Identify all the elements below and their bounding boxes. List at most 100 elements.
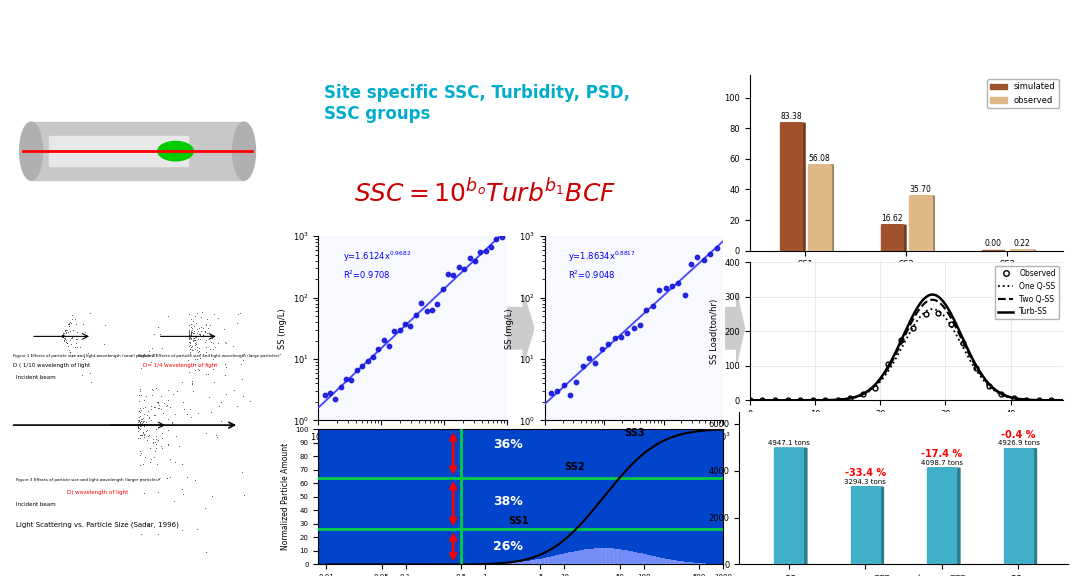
- Bar: [669, 559, 670, 564]
- Text: <LISST 측정 개념 및 현장 적용 예시>: <LISST 측정 개념 및 현장 적용 예시>: [92, 209, 183, 215]
- Turb-SS: [935, 297, 948, 304]
- Bar: [626, 550, 627, 564]
- Bar: [554, 556, 556, 564]
- Bar: [318, 529, 723, 564]
- Text: R$^2$=0.9048: R$^2$=0.9048: [568, 268, 616, 281]
- Point: [612, 333, 629, 342]
- Two Q-SS: [1028, 397, 1041, 404]
- Bar: [655, 556, 656, 564]
- Bar: [851, 487, 880, 564]
- Point: [327, 395, 344, 404]
- Polygon shape: [831, 165, 833, 251]
- Bar: [525, 561, 528, 564]
- Bar: [1003, 449, 1033, 564]
- Text: SS3: SS3: [624, 428, 644, 438]
- Observed: [1007, 395, 1020, 402]
- Bar: [647, 555, 650, 564]
- Bar: [689, 562, 691, 564]
- Two Q-SS: [743, 397, 756, 404]
- Observed: [919, 310, 932, 317]
- Point: [466, 256, 483, 266]
- Text: R$^2$=0.9708: R$^2$=0.9708: [343, 268, 391, 281]
- Point: [644, 301, 661, 310]
- Two Q-SS: [930, 297, 943, 304]
- Bar: [658, 557, 660, 564]
- Polygon shape: [1033, 449, 1037, 564]
- Point: [688, 252, 706, 262]
- Two Q-SS: [1008, 395, 1021, 402]
- Text: 16.62: 16.62: [882, 214, 903, 223]
- Bar: [618, 549, 620, 564]
- One Q-SS: [930, 306, 943, 313]
- Point: [370, 344, 387, 354]
- Text: $SSC = 10^{b_o}Turb^{b_1}BCF$: $SSC = 10^{b_o}Turb^{b_1}BCF$: [354, 179, 616, 207]
- Point: [657, 283, 674, 292]
- Bar: [651, 555, 652, 564]
- Bar: [533, 560, 534, 564]
- Bar: [523, 562, 524, 564]
- Observed: [932, 310, 945, 317]
- Bar: [632, 551, 633, 564]
- Point: [555, 380, 572, 389]
- Point: [423, 305, 440, 314]
- Bar: [589, 549, 591, 564]
- Bar: [687, 562, 689, 564]
- Bar: [910, 196, 931, 251]
- Two Q-SS: [926, 296, 939, 303]
- Bar: [522, 562, 523, 564]
- Bar: [563, 554, 564, 564]
- Text: D= 1/4 wavelength of light: D= 1/4 wavelength of light: [142, 363, 217, 368]
- One Q-SS: [745, 397, 757, 404]
- Bar: [664, 558, 666, 564]
- Bar: [547, 557, 548, 564]
- Point: [600, 339, 617, 348]
- Bar: [650, 555, 651, 564]
- Point: [542, 389, 559, 398]
- Text: SS1: SS1: [508, 516, 530, 526]
- Two Q-SS: [931, 298, 944, 305]
- Bar: [615, 549, 616, 564]
- Bar: [592, 548, 593, 564]
- Bar: [571, 552, 572, 564]
- Point: [386, 326, 404, 335]
- Bar: [31, 122, 244, 180]
- Bar: [667, 559, 668, 564]
- Bar: [672, 560, 673, 564]
- Bar: [531, 560, 533, 564]
- Bar: [598, 548, 599, 564]
- Bar: [540, 559, 541, 564]
- Polygon shape: [803, 123, 805, 251]
- Bar: [780, 123, 803, 251]
- Bar: [519, 562, 521, 564]
- Bar: [668, 559, 669, 564]
- Bar: [605, 548, 606, 564]
- Text: 3294.3 tons: 3294.3 tons: [845, 479, 886, 485]
- Bar: [569, 552, 570, 564]
- Observed: [957, 340, 970, 347]
- Polygon shape: [956, 468, 960, 564]
- Observed: [806, 397, 819, 404]
- Bar: [560, 554, 562, 564]
- Point: [461, 253, 478, 263]
- Bar: [575, 551, 576, 564]
- Text: 4947.1 tons: 4947.1 tons: [768, 440, 810, 446]
- Bar: [552, 556, 554, 564]
- Bar: [511, 563, 513, 564]
- One Q-SS: [1028, 397, 1041, 404]
- Bar: [545, 558, 546, 564]
- Bar: [680, 561, 681, 564]
- Line: Observed: Observed: [748, 311, 1054, 403]
- Line: One Q-SS: One Q-SS: [750, 309, 1063, 400]
- Bar: [629, 551, 631, 564]
- Point: [472, 247, 489, 256]
- Bar: [665, 559, 667, 564]
- Observed: [819, 397, 832, 404]
- Bar: [565, 553, 568, 564]
- Bar: [674, 560, 675, 564]
- Y-axis label: Normalized Particle Amount: Normalized Particle Amount: [281, 443, 289, 551]
- Bar: [513, 563, 514, 564]
- Text: Field
Photo: Field Photo: [62, 254, 84, 273]
- Bar: [517, 562, 518, 564]
- Point: [482, 242, 500, 252]
- Bar: [652, 556, 653, 564]
